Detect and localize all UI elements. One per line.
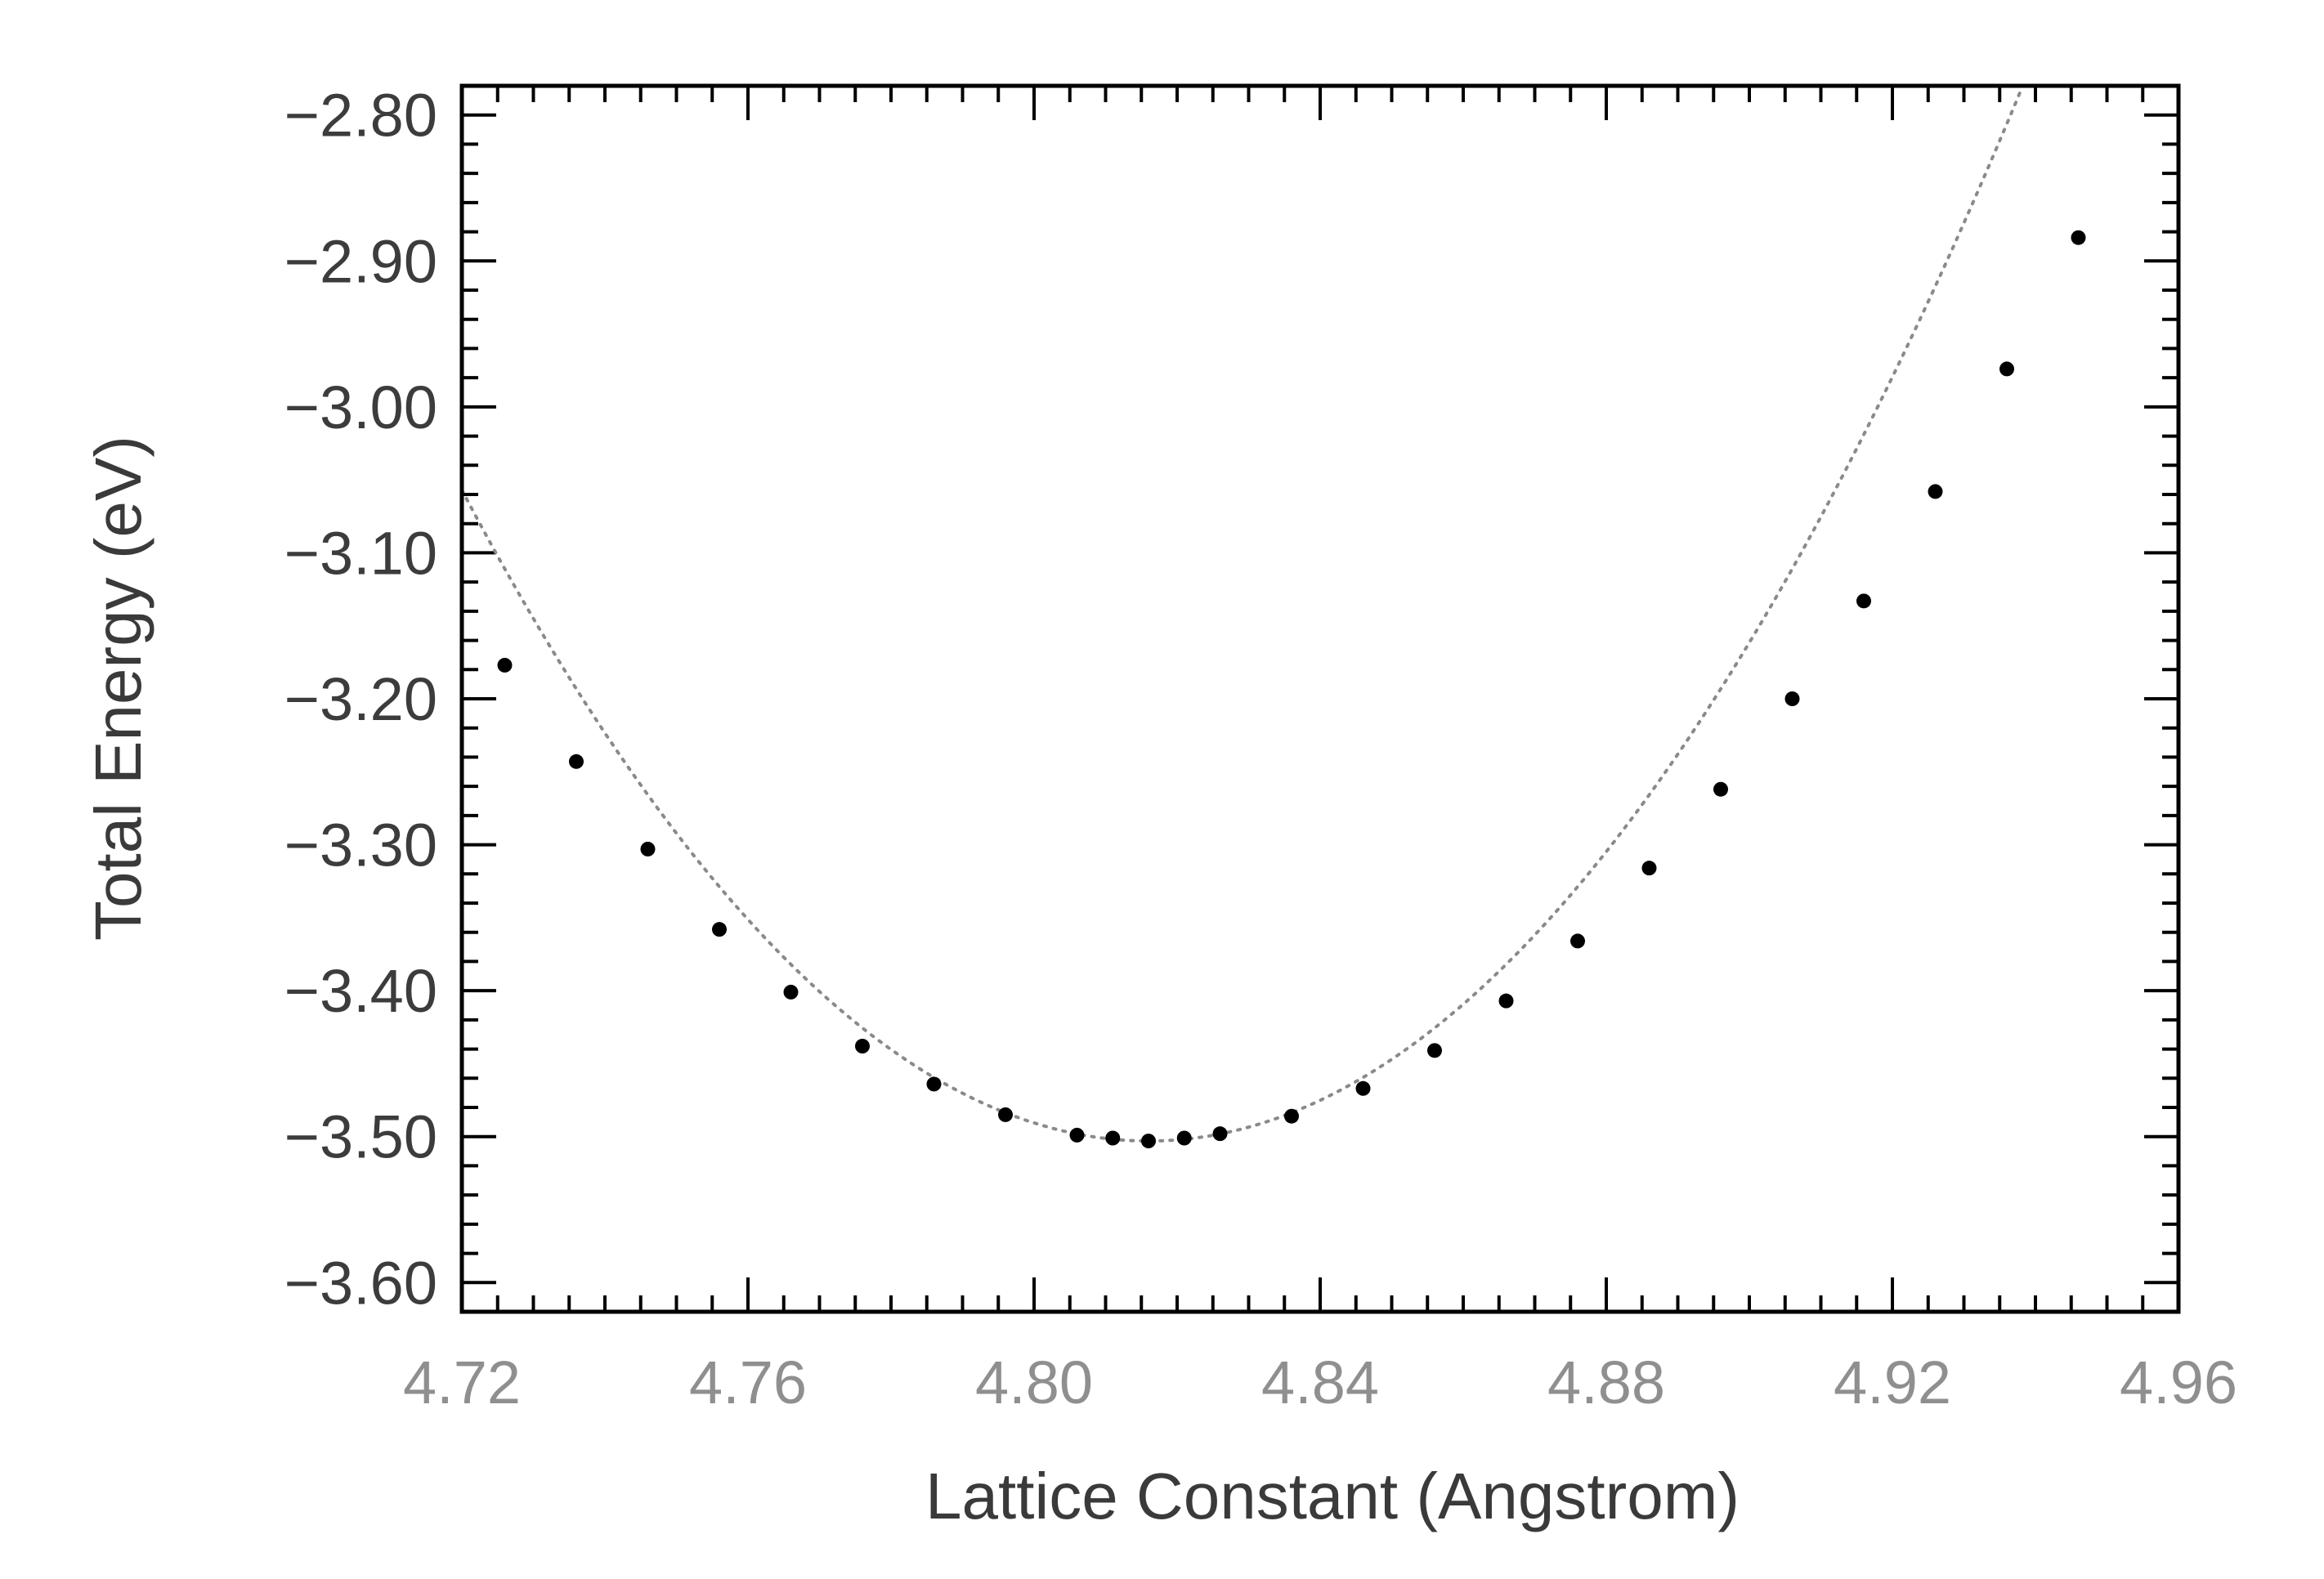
plot-frame <box>459 83 2181 1314</box>
data-point <box>569 754 584 769</box>
data-point <box>1284 1108 1299 1124</box>
y-tick-label: −2.80 <box>284 82 437 150</box>
y-tick-label: −3.10 <box>284 519 437 587</box>
data-point <box>1355 1080 1371 1096</box>
data-point <box>1141 1134 1156 1149</box>
y-tick-label: −3.50 <box>284 1103 437 1171</box>
fit-curve-layer <box>460 87 2023 1143</box>
x-tick-label: 4.92 <box>1834 1349 1951 1416</box>
x-tick-label: 4.76 <box>689 1349 807 1416</box>
data-point <box>926 1076 942 1092</box>
x-tick-label: 4.72 <box>403 1349 521 1416</box>
y-tick-label: −3.20 <box>284 665 437 733</box>
x-tick-label: 4.84 <box>1261 1349 1379 1416</box>
data-point <box>1784 691 1800 706</box>
y-tick-label: −3.30 <box>284 812 437 879</box>
x-tick-labels: 4.72 4.76 4.80 4.84 4.88 4.92 4.96 <box>403 1349 2237 1416</box>
data-point <box>1427 1043 1442 1058</box>
x-tick-label: 4.96 <box>2120 1349 2237 1416</box>
y-tick-label: −3.60 <box>284 1249 437 1317</box>
y-tick-labels: −3.60 −3.50 −3.40 −3.30 −3.20 −3.10 −3.00 −2.90… <box>284 82 437 1317</box>
y-axis-title: Total Energy (eV) <box>82 436 154 941</box>
data-point <box>1570 933 1585 949</box>
x-axis-title: Lattice Constant (Angstrom) <box>925 1460 1740 1532</box>
data-points <box>497 230 2086 1149</box>
data-point <box>998 1107 1013 1122</box>
data-point <box>497 657 513 673</box>
data-point <box>1498 993 1514 1009</box>
data-point <box>1713 781 1728 797</box>
data-point <box>1641 861 1657 876</box>
data-point <box>2071 230 2086 245</box>
x-tick-label: 4.88 <box>1547 1349 1665 1416</box>
data-point <box>783 984 799 1000</box>
data-point <box>640 841 656 857</box>
data-point <box>1999 361 2014 377</box>
data-point <box>1176 1130 1192 1146</box>
y-tick-label: −3.00 <box>284 374 437 441</box>
data-point <box>1928 484 1943 499</box>
x-tick-label: 4.80 <box>975 1349 1093 1416</box>
data-point <box>712 922 727 937</box>
data-point <box>1069 1127 1085 1143</box>
y-tick-label: −3.40 <box>284 957 437 1025</box>
axis-ticks <box>460 84 2180 1313</box>
y-tick-label: −2.90 <box>284 227 437 295</box>
data-point <box>1212 1126 1228 1142</box>
data-point <box>1856 593 1871 609</box>
data-point <box>855 1039 870 1053</box>
data-point <box>1105 1130 1121 1146</box>
fit-curve <box>460 87 2023 1143</box>
